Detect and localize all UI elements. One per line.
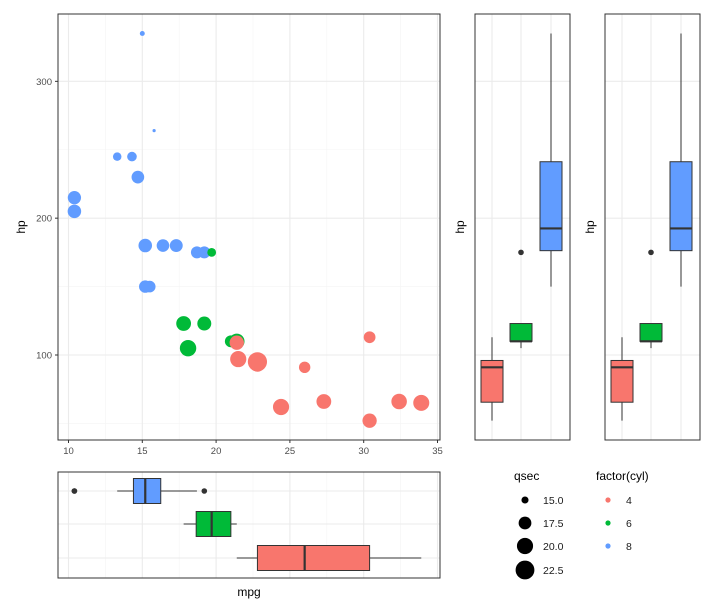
panel-border [604, 13, 701, 441]
data-point-cyl8 [156, 239, 170, 252]
y-axis-title: hp [14, 220, 28, 234]
data-point-cyl4 [298, 361, 311, 374]
legend-size-key [515, 560, 535, 580]
box-cyl8 [539, 161, 563, 252]
data-point-cyl8 [112, 152, 122, 161]
side2-y-axis-title: hp [583, 220, 597, 234]
x-tick-label: 35 [432, 446, 443, 457]
x-tick-label: 10 [63, 446, 74, 457]
data-point-cyl4 [363, 331, 376, 344]
data-point-cyl6 [176, 316, 192, 331]
box-cyl4 [480, 359, 504, 403]
x-tick-label: 15 [137, 446, 148, 457]
data-point-cyl4 [229, 335, 244, 350]
data-point-cyl6 [179, 339, 197, 357]
legend-size-key [521, 496, 529, 504]
legend-color-key-cyl4 [605, 497, 611, 503]
legend-size-title: qsec [514, 469, 539, 483]
outlier-cyl6 [648, 249, 654, 256]
panel-border [474, 13, 571, 441]
box-cyl6 [195, 511, 232, 537]
data-point-cyl8 [67, 204, 82, 219]
legend-size-key [518, 516, 532, 530]
legend-color-key-cyl6 [605, 520, 611, 526]
data-point-cyl8 [67, 191, 82, 205]
y-tick-label: 200 [36, 214, 52, 225]
box-cyl6 [509, 323, 533, 342]
x-tick-label: 20 [211, 446, 222, 457]
data-point-cyl8 [139, 30, 145, 36]
data-point-cyl4 [247, 352, 268, 372]
legend-size-label: 17.5 [543, 518, 564, 530]
data-point-cyl4 [391, 393, 407, 410]
y-tick-label: 300 [36, 77, 52, 88]
box-cyl8 [132, 478, 162, 504]
hp-boxplot-panel-2 [604, 13, 701, 441]
data-point-cyl6 [197, 316, 212, 331]
data-point-cyl4 [413, 394, 430, 411]
panel-border [57, 471, 441, 579]
data-point-cyl8 [169, 239, 183, 252]
hp-boxplot-panel-1 [474, 13, 571, 441]
mpg-boxplot-panel [57, 471, 441, 579]
outlier-cyl8 [201, 488, 208, 494]
data-point-cyl8 [198, 246, 211, 259]
legend-size-label: 22.5 [543, 565, 564, 577]
legend-size-key [516, 537, 534, 555]
legend: qsec 15.0 17.5 20.0 22.5 factor(cyl) 4 6… [514, 469, 649, 580]
x-axis-title-bottom: mpg [237, 585, 260, 599]
data-point-cyl4 [362, 413, 377, 428]
box-cyl8 [669, 161, 693, 252]
outlier-cyl8 [71, 488, 78, 494]
panel-border [57, 13, 441, 441]
legend-size-label: 20.0 [543, 541, 564, 553]
box-cyl4 [256, 545, 371, 571]
data-point-cyl4 [316, 394, 332, 409]
x-tick-label: 30 [358, 446, 369, 457]
box-cyl6 [639, 323, 663, 342]
data-point-cyl8 [131, 170, 145, 184]
y-tick-label: 100 [36, 351, 52, 362]
data-point-cyl8 [152, 128, 156, 133]
data-point-cyl8 [138, 238, 153, 253]
data-point-cyl8 [139, 280, 152, 293]
data-point-cyl4 [272, 398, 290, 416]
legend-size-label: 15.0 [543, 495, 564, 507]
side1-y-axis-title: hp [453, 220, 467, 234]
outlier-cyl6 [518, 249, 524, 256]
legend-color-label: 8 [626, 541, 632, 553]
legend-color-title: factor(cyl) [596, 469, 649, 483]
legend-color-label: 4 [626, 495, 632, 507]
legend-color-label: 6 [626, 518, 632, 530]
data-point-cyl6 [207, 248, 217, 257]
data-point-cyl8 [127, 151, 137, 162]
x-tick-label: 25 [285, 446, 296, 457]
data-point-cyl4 [230, 351, 247, 368]
scatter-panel: 10 15 20 25 30 35 100 200 300 [36, 13, 443, 457]
box-cyl4 [610, 359, 634, 403]
legend-color-key-cyl8 [605, 543, 611, 549]
